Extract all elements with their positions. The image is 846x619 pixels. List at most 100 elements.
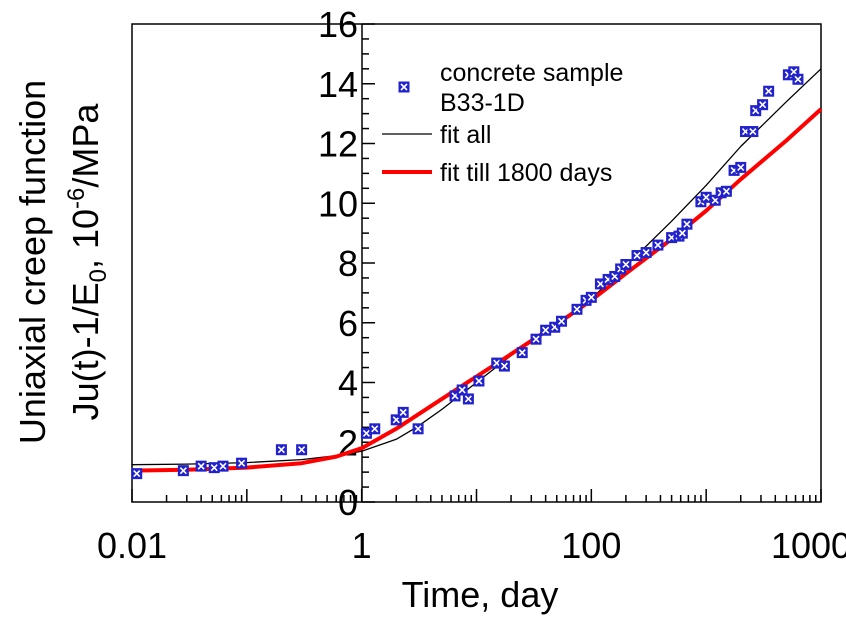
marker-cross — [464, 395, 472, 403]
data-point — [473, 375, 485, 387]
data-point — [763, 85, 775, 97]
data-point — [676, 227, 688, 239]
data-point — [556, 315, 568, 327]
x-tick-label: 1 — [352, 525, 372, 566]
data-point — [462, 393, 474, 405]
data-point — [412, 423, 424, 435]
y-tick-label: 10 — [318, 183, 358, 224]
data-point — [491, 357, 503, 369]
y-axis-title-line1: Uniaxial creep function — [12, 80, 53, 444]
x-axis-title: Time, day — [402, 574, 559, 615]
data-point — [735, 161, 747, 173]
y-axis-title-superscript: -6 — [63, 188, 90, 209]
marker-cross — [622, 260, 630, 269]
data-point — [640, 247, 652, 259]
marker-cross — [633, 251, 641, 260]
y-tick-label: 4 — [338, 363, 358, 404]
x-tick-label: 0.01 — [97, 525, 167, 566]
data-point — [757, 99, 769, 111]
data-point — [620, 258, 632, 270]
data-point — [498, 360, 510, 372]
data-point — [236, 457, 248, 469]
data-point — [456, 384, 468, 396]
data-point — [177, 465, 189, 477]
marker-cross — [642, 248, 650, 257]
data-point — [516, 347, 528, 359]
marker-cross — [399, 408, 407, 416]
marker-cross — [794, 75, 802, 83]
marker-cross — [573, 305, 581, 313]
y-axis-title-subscript: 0 — [85, 269, 112, 282]
marker-cross — [493, 359, 501, 367]
data-point — [360, 427, 372, 439]
marker-cross — [197, 462, 205, 470]
data-point — [530, 333, 542, 345]
y-axis-title-part: , 10 — [65, 209, 106, 269]
data-point — [652, 239, 664, 251]
marker-cross — [371, 425, 379, 433]
marker-cross — [759, 101, 767, 109]
marker-cross — [678, 229, 686, 237]
marker-cross — [277, 446, 285, 454]
y-tick-label: 16 — [318, 4, 358, 45]
marker-cross — [219, 462, 227, 470]
y-tick-label: 8 — [338, 243, 358, 284]
marker-cross — [414, 425, 422, 433]
data-point — [585, 291, 597, 303]
y-tick-label: 14 — [318, 64, 358, 105]
data-point — [594, 278, 606, 290]
marker-cross — [500, 362, 508, 370]
y-tick-label: 0 — [338, 482, 358, 523]
data-point — [540, 324, 552, 336]
marker-cross — [683, 220, 691, 228]
marker-cross — [532, 335, 540, 343]
y-tick-label: 6 — [338, 303, 358, 344]
marker-cross — [749, 127, 757, 136]
marker-cross — [654, 241, 662, 249]
marker-cross — [238, 459, 246, 467]
marker-cross — [737, 163, 745, 171]
data-point — [195, 460, 207, 472]
data-point — [571, 303, 583, 315]
data-point — [720, 185, 732, 197]
data-point — [631, 250, 643, 262]
data-point — [700, 191, 712, 203]
data-point — [208, 462, 220, 474]
data-point — [296, 444, 308, 456]
legend-label-sample-id: B33-1D — [440, 89, 525, 117]
legend-marker-sample — [398, 81, 410, 93]
marker-cross — [458, 386, 466, 394]
marker-cross — [596, 280, 604, 288]
marker-cross — [722, 187, 730, 195]
marker-cross — [210, 464, 218, 472]
legend-label-fit-all: fit all — [440, 121, 491, 149]
y-axis-title-part: Ju(t)-1/E — [65, 282, 106, 420]
data-point — [217, 460, 229, 472]
marker-cross — [702, 193, 710, 201]
data-point — [747, 126, 759, 138]
data-point — [131, 468, 143, 480]
marker-cross — [179, 467, 187, 475]
marker-cross — [133, 470, 141, 478]
legend-label-fit-1800: fit till 1800 days — [440, 159, 612, 187]
sample-markers — [131, 66, 804, 480]
y-axis-title-part: /MPa — [65, 103, 106, 188]
y-axis-title-line2: Ju(t)-1/E0, 10-6/MPa — [63, 103, 112, 421]
data-point — [369, 423, 381, 435]
marker-cross — [362, 429, 370, 437]
marker-cross — [475, 377, 483, 385]
marker-cross — [557, 317, 566, 325]
marker-cross — [587, 293, 595, 301]
marker-cross — [542, 326, 550, 334]
marker-cross — [518, 349, 526, 357]
marker-cross — [765, 87, 773, 95]
marker-cross — [298, 446, 306, 454]
x-tick-label: 100 — [561, 525, 621, 566]
y-tick-label: 12 — [318, 124, 358, 165]
data-point — [275, 444, 287, 456]
